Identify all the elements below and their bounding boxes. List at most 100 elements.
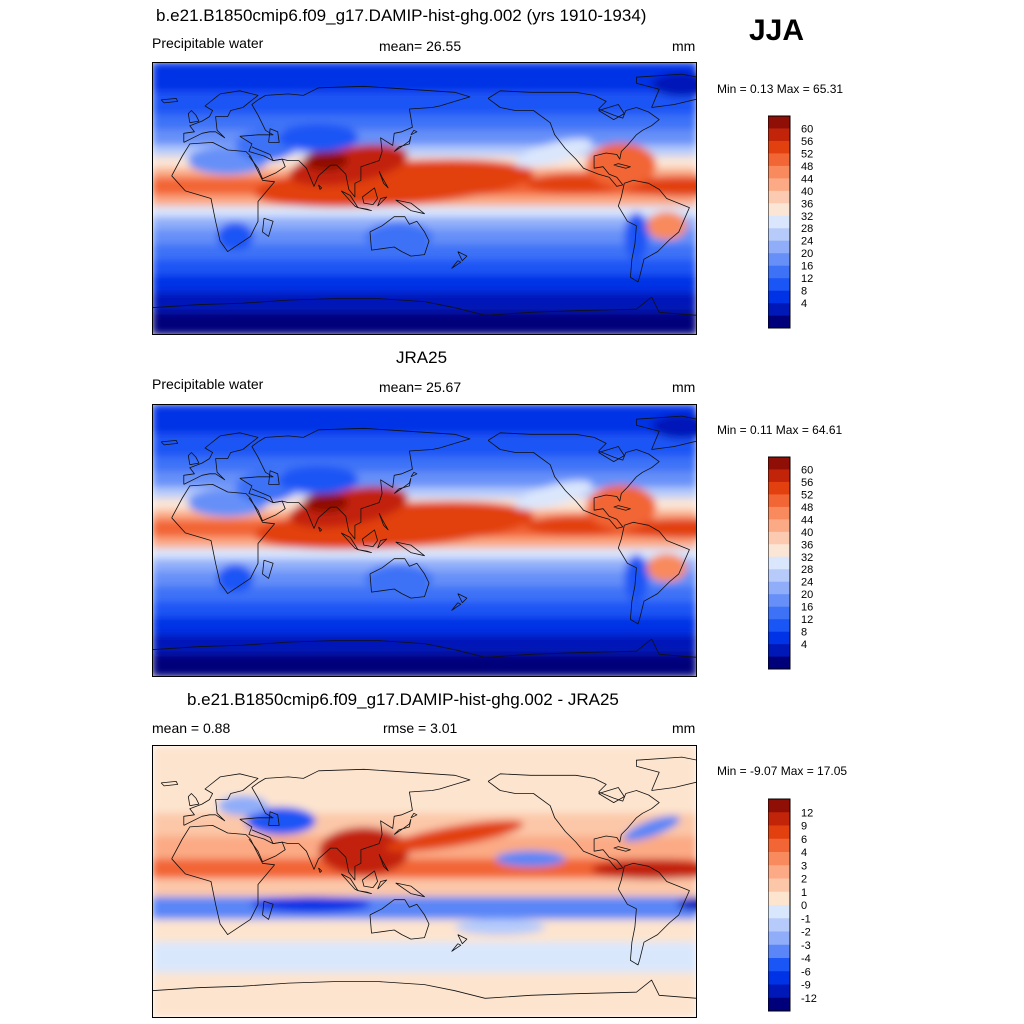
panel-diff-field-band <box>152 942 697 973</box>
panel-model-field-blob <box>278 123 359 152</box>
panel-model-colorbar-label: 44 <box>801 173 813 185</box>
panel-model-colorbar-box <box>768 290 790 304</box>
panel-obs-field-band <box>152 548 697 559</box>
panel-diff-field-blob <box>495 850 566 867</box>
panel-model-colorbar-label: 16 <box>801 261 813 273</box>
panel-diff-colorbar-label: 6 <box>801 834 807 846</box>
panel-model-field-band <box>152 206 697 217</box>
panel-obs-colorbar-label: 60 <box>801 464 813 476</box>
panel-diff-field-blob <box>623 815 680 842</box>
panel-model-map-frame <box>152 62 697 335</box>
panel-obs-colorbar-box <box>768 506 790 520</box>
panel-diff-colorbar-label: 0 <box>801 900 807 912</box>
panel-diff-colorbar-box <box>768 984 790 999</box>
panel-diff-colorbar-box <box>768 812 790 826</box>
panel-obs-colorbar-box <box>768 606 790 620</box>
panel-model-colorbar-label: 40 <box>801 186 813 198</box>
panel-model-colorbar-label: 36 <box>801 198 813 210</box>
panel-diff-colorbar-box <box>768 931 790 946</box>
panel-obs-colorbar-label: 24 <box>801 577 813 589</box>
panel-model-coastlines <box>152 73 697 316</box>
panel-model-field-blob <box>217 222 254 251</box>
panel-diff-field-blob <box>455 919 546 935</box>
panel-diff-colorbar-label: -1 <box>801 913 811 925</box>
panel-model-field-band <box>152 216 697 229</box>
panel-diff-mean: mean = 0.88 <box>152 720 231 736</box>
panel-obs-field-blob <box>646 553 687 582</box>
panel-model-colorbar-label: 60 <box>801 123 813 135</box>
panel-obs-field-band <box>152 434 697 458</box>
panel-obs-title: JRA25 <box>396 348 448 367</box>
panel-obs-field-band <box>152 457 697 473</box>
panel-diff-rmse: rmse = 3.01 <box>383 720 458 736</box>
panel-model-map <box>152 62 697 335</box>
panel-obs-colorbar-box <box>768 531 790 545</box>
panel-model-colorbar-box <box>768 228 790 242</box>
panel-diff-field-band <box>152 745 697 791</box>
panel-obs-field-band <box>152 616 697 635</box>
panel-diff-field-blob <box>245 806 316 835</box>
panel-model-colorbar-box <box>768 116 790 129</box>
panel-diff-colorbar-label: -9 <box>801 980 811 992</box>
panel-obs-field-band <box>152 634 697 655</box>
panel-obs-colorbar-box <box>768 581 790 595</box>
panel-diff-colorbar-label: -12 <box>801 993 817 1005</box>
panel-diff-colorbar-box <box>768 905 790 919</box>
panel-model-colorbar-label: 56 <box>801 136 813 148</box>
panel-obs-colorbar-label: 48 <box>801 502 813 514</box>
panel-model-colorbar-label: 28 <box>801 223 813 235</box>
panel-obs-colorbar-box <box>768 457 790 470</box>
panel-obs-map-frame <box>152 404 697 677</box>
panel-model-field-blob <box>514 138 592 168</box>
panel-diff-field-blob <box>250 896 371 913</box>
panel-obs-colorbar-box <box>768 631 790 645</box>
panel-obs-field-blob <box>304 492 349 513</box>
panel-model-colorbar-label: 48 <box>801 161 813 173</box>
panel-model-field-band <box>152 259 697 275</box>
panel-model-field-blob <box>304 150 349 171</box>
panel-model-field-blob <box>624 212 649 261</box>
panel-model-field-blob <box>651 72 697 97</box>
panel-diff-colorbar-box <box>768 878 790 893</box>
panel-obs-colorbar-label: 28 <box>801 564 813 576</box>
panel-model-colorbar-label: 8 <box>801 286 807 298</box>
season-label: JJA <box>749 14 805 47</box>
panel-model-colorbar-box <box>768 315 790 329</box>
panel-diff-colorbar-label: 12 <box>801 807 813 819</box>
panel-model-colorbar-box <box>768 253 790 266</box>
panel-obs-field-blob <box>514 480 592 510</box>
panel-obs-field-blob <box>217 564 254 593</box>
panel-model-colorbar-box <box>768 153 790 167</box>
panel-obs-colorbar-label: 44 <box>801 514 813 526</box>
panel-obs-field-band <box>152 586 697 602</box>
panel-diff-colorbar-box <box>768 918 790 932</box>
panel-obs-field-band <box>152 404 697 435</box>
panel-model-field-band <box>152 130 697 146</box>
panel-obs-colorbar-label: 56 <box>801 477 813 489</box>
panel-obs-colorbar-box <box>768 656 790 670</box>
panel-obs-colorbar-label: 40 <box>801 527 813 539</box>
panel-model-field-band <box>152 62 697 93</box>
panel-diff-colorbar-label: 4 <box>801 847 807 859</box>
panel-diff-colorbar-label: -3 <box>801 940 811 952</box>
panel-diff-field-band <box>152 919 697 943</box>
panel-model-units: mm <box>672 38 696 54</box>
panel-diff-colorbar-box <box>768 944 790 959</box>
panel-model-mean: mean= 26.55 <box>379 38 462 54</box>
panel-obs-colorbar-box <box>768 469 790 483</box>
panel-obs-colorbar-box <box>768 594 790 607</box>
panel-obs-field-blob <box>278 465 359 494</box>
panel-model-colorbar-box <box>768 240 790 254</box>
panel-model-colorbar-box <box>768 190 790 204</box>
panel-diff-map-frame <box>152 745 697 1018</box>
panel-obs-field-band <box>152 472 697 488</box>
panel-model-colorbar-label: 4 <box>801 298 807 310</box>
panel-obs-field-band <box>152 558 697 571</box>
panel-obs-field-blob <box>651 414 697 439</box>
panel-model-field-band <box>152 115 697 131</box>
panel-obs-field-band <box>152 654 697 677</box>
panel-obs-colorbar-box <box>768 556 790 570</box>
panel-obs-colorbar-box <box>768 644 790 657</box>
panel-model-minmax: Min = 0.13 Max = 65.31 <box>717 82 844 96</box>
